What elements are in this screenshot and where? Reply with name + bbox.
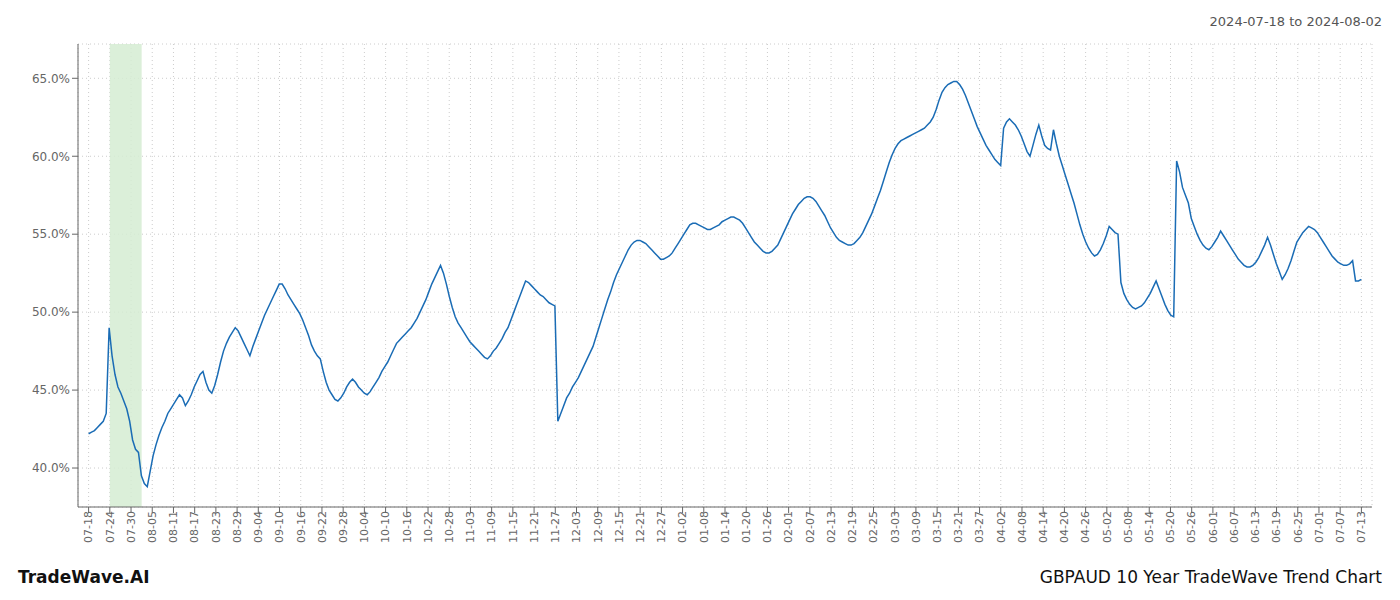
svg-text:04-26: 04-26 <box>1079 511 1092 543</box>
svg-text:09-16: 09-16 <box>295 511 308 543</box>
svg-text:11-27: 11-27 <box>549 511 562 543</box>
svg-text:05-08: 05-08 <box>1122 511 1135 543</box>
svg-text:10-16: 10-16 <box>401 511 414 543</box>
svg-text:02-13: 02-13 <box>825 511 838 543</box>
svg-text:12-21: 12-21 <box>634 511 647 543</box>
svg-text:01-14: 01-14 <box>719 511 732 543</box>
svg-text:45.0%: 45.0% <box>32 383 70 397</box>
svg-text:09-04: 09-04 <box>252 511 265 543</box>
svg-text:06-19: 06-19 <box>1270 511 1283 543</box>
svg-text:07-07: 07-07 <box>1334 511 1347 543</box>
svg-text:06-25: 06-25 <box>1292 511 1305 543</box>
svg-text:08-05: 08-05 <box>146 511 159 543</box>
svg-text:12-15: 12-15 <box>613 511 626 543</box>
svg-text:01-02: 01-02 <box>676 511 689 543</box>
svg-text:07-01: 07-01 <box>1313 511 1326 543</box>
svg-text:12-27: 12-27 <box>655 511 668 543</box>
svg-text:60.0%: 60.0% <box>32 150 70 164</box>
svg-text:06-13: 06-13 <box>1249 511 1262 543</box>
svg-text:10-22: 10-22 <box>422 511 435 543</box>
svg-text:02-19: 02-19 <box>846 511 859 543</box>
svg-text:10-28: 10-28 <box>443 511 456 543</box>
svg-text:10-10: 10-10 <box>379 511 392 543</box>
svg-text:06-07: 06-07 <box>1228 511 1241 543</box>
svg-text:40.0%: 40.0% <box>32 461 70 475</box>
svg-text:02-01: 02-01 <box>782 511 795 543</box>
svg-text:03-09: 03-09 <box>910 511 923 543</box>
svg-text:10-04: 10-04 <box>358 511 371 543</box>
svg-text:01-20: 01-20 <box>740 511 753 543</box>
svg-text:05-14: 05-14 <box>1143 511 1156 543</box>
html-text:TradeWave.AI: TradeWave.AI <box>18 567 150 587</box>
svg-text:08-11: 08-11 <box>167 511 180 543</box>
svg-text:05-20: 05-20 <box>1164 511 1177 543</box>
svg-text:12-03: 12-03 <box>570 511 583 543</box>
svg-text:02-25: 02-25 <box>867 511 880 543</box>
svg-text:11-21: 11-21 <box>528 511 541 543</box>
svg-text:05-26: 05-26 <box>1185 511 1198 543</box>
svg-text:01-26: 01-26 <box>761 511 774 543</box>
svg-text:03-15: 03-15 <box>931 511 944 543</box>
svg-text:50.0%: 50.0% <box>32 305 70 319</box>
svg-text:02-07: 02-07 <box>804 511 817 543</box>
html-text:2024-07-18 to 2024-08-02: 2024-07-18 to 2024-08-02 <box>1209 13 1382 29</box>
svg-text:08-29: 08-29 <box>231 511 244 543</box>
svg-text:08-17: 08-17 <box>188 511 201 543</box>
svg-text:11-03: 11-03 <box>464 511 477 543</box>
svg-text:01-08: 01-08 <box>698 511 711 543</box>
svg-text:08-23: 08-23 <box>210 511 223 543</box>
svg-text:06-01: 06-01 <box>1207 511 1220 543</box>
html-text:GBPAUD 10 Year TradeWave Trend: GBPAUD 10 Year TradeWave Trend Chart <box>1039 567 1382 587</box>
svg-text:09-10: 09-10 <box>273 511 286 543</box>
svg-text:07-13: 07-13 <box>1355 511 1368 543</box>
svg-text:05-02: 05-02 <box>1101 511 1114 543</box>
svg-text:11-15: 11-15 <box>507 511 520 543</box>
svg-text:04-20: 04-20 <box>1058 511 1071 543</box>
svg-text:07-24: 07-24 <box>104 511 117 543</box>
svg-text:12-09: 12-09 <box>592 511 605 543</box>
svg-text:04-08: 04-08 <box>1016 511 1029 543</box>
svg-text:07-18: 07-18 <box>82 511 95 543</box>
svg-text:03-03: 03-03 <box>889 511 902 543</box>
svg-text:04-14: 04-14 <box>1037 511 1050 543</box>
svg-text:03-21: 03-21 <box>952 511 965 543</box>
svg-text:65.0%: 65.0% <box>32 72 70 86</box>
svg-text:09-22: 09-22 <box>316 511 329 543</box>
svg-text:55.0%: 55.0% <box>32 227 70 241</box>
svg-text:04-02: 04-02 <box>995 511 1008 543</box>
svg-text:11-09: 11-09 <box>485 511 498 543</box>
svg-text:07-30: 07-30 <box>125 511 138 543</box>
svg-text:03-27: 03-27 <box>973 511 986 543</box>
svg-text:09-28: 09-28 <box>337 511 350 543</box>
